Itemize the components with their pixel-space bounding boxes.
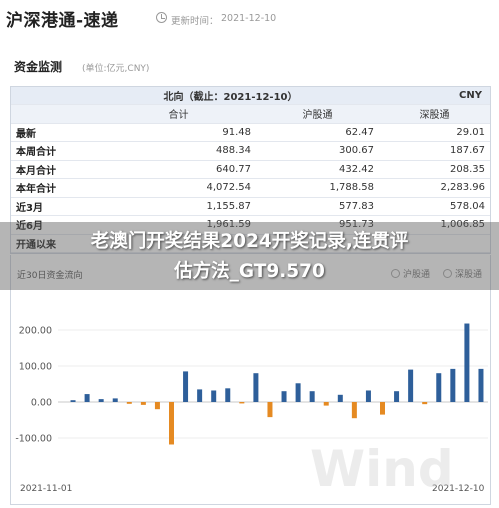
legend-sz[interactable]: 深股通 <box>443 267 482 280</box>
table-row: 本年合计 4,072.54 1,788.58 2,283.96 <box>11 179 490 198</box>
table-header-row: 合计 沪股通 深股通 <box>11 105 490 124</box>
bar <box>98 399 104 402</box>
bar <box>140 402 146 405</box>
update-date: 2021-12-10 <box>221 13 277 24</box>
cell-sz: 1,006.85 <box>440 219 485 231</box>
bar <box>295 383 301 402</box>
y-tick-label: 0.00 <box>31 398 52 409</box>
bar <box>225 388 231 402</box>
row-label: 本年合计 <box>16 184 56 196</box>
cell-sh: 300.67 <box>339 145 374 157</box>
bar <box>84 394 90 402</box>
cell-sh: 62.47 <box>345 126 374 138</box>
cell-total: 4,072.54 <box>206 182 251 194</box>
x-tick-label: 2021-12-10 <box>432 484 485 494</box>
cell-total: 1,155.87 <box>206 200 251 212</box>
bar <box>380 402 385 415</box>
y-tick-label: 200.00 <box>19 326 52 337</box>
fund-table: 北向（截止：2021-12-10） CNY 合计 沪股通 深股通 最新 91.4… <box>10 86 491 254</box>
table-row: 开通以来 <box>11 235 490 253</box>
bar <box>70 400 76 402</box>
bar <box>323 402 329 406</box>
cell-sh: 577.83 <box>339 200 374 212</box>
bar <box>365 390 371 402</box>
bar <box>478 368 484 402</box>
overlay-banner <box>0 222 499 290</box>
bar <box>450 368 456 402</box>
flow-bar-chart: 200.00 100.00 0.00 -100.00 2021-11-01 2021-12… <box>15 323 488 494</box>
bar <box>436 373 442 402</box>
unit-note: (单位:亿元,CNY) <box>82 64 150 74</box>
currency-label: CNY <box>459 90 482 101</box>
legend-sz-label: 深股通 <box>455 270 483 280</box>
column-header: 深股通 <box>419 110 450 122</box>
column-header: 合计 <box>168 110 189 122</box>
bar <box>126 402 132 404</box>
table-row: 本月合计 640.77 432.42 208.35 <box>11 161 490 179</box>
table-top-row: 北向（截止：2021-12-10） CNY <box>11 87 490 105</box>
cell-sz: 2,283.96 <box>440 182 485 194</box>
header: 沪深港通-速递 更新时间： 2021-12-10 <box>0 0 499 40</box>
bar <box>112 398 118 402</box>
chart-title: 近30日资金流向 <box>17 271 83 281</box>
cell-total: 488.34 <box>216 145 251 157</box>
table-row: 近3月 1,155.87 577.83 578.04 <box>11 198 490 216</box>
legend-radio-icon <box>391 269 400 278</box>
row-label: 本月合计 <box>16 165 56 177</box>
watermark-logo: Wind <box>310 440 454 498</box>
cell-sh: 432.42 <box>339 163 374 175</box>
x-tick-label: 2021-11-01 <box>20 484 72 494</box>
clock-icon <box>156 12 167 23</box>
bar <box>351 402 357 419</box>
legend-sh-label: 沪股通 <box>403 270 431 280</box>
cell-sh: 1,788.58 <box>329 182 374 194</box>
cell-sh: 951.73 <box>339 219 374 231</box>
table-row: 本周合计 488.34 300.67 187.67 <box>11 142 490 161</box>
legend-sh[interactable]: 沪股通 <box>391 267 430 280</box>
column-header: 沪股通 <box>302 110 333 122</box>
bar <box>394 391 400 402</box>
section-title: 资金监测 <box>14 60 63 74</box>
cell-sz: 578.04 <box>450 200 485 212</box>
bar <box>169 402 174 445</box>
cell-total: 91.48 <box>222 126 251 138</box>
table-row: 最新 91.48 62.47 29.01 <box>11 124 490 142</box>
table-row: 近6月 1,961.59 951.73 1,006.85 <box>11 216 490 235</box>
bar <box>154 402 160 410</box>
row-label: 本周合计 <box>16 147 56 159</box>
bar <box>422 402 428 405</box>
bar <box>211 390 217 402</box>
cell-sz: 187.67 <box>450 145 485 157</box>
y-tick-label: -100.00 <box>15 434 52 445</box>
update-label: 更新时间： <box>171 16 219 27</box>
cell-total: 1,961.59 <box>206 219 251 231</box>
table-top-label: 北向（截止：2021-12-10） <box>163 92 298 103</box>
overlay-line-1: 老澳门开奖结果2024开奖记录,连贯评 <box>90 231 409 252</box>
row-label: 近6月 <box>16 221 43 233</box>
bar <box>309 391 315 402</box>
bar <box>337 394 343 402</box>
cell-total: 640.77 <box>216 163 251 175</box>
bar <box>253 373 259 402</box>
legend-radio-icon <box>443 269 452 278</box>
y-tick-label: 100.00 <box>19 362 52 373</box>
overlay-line-2: 估方法_GT9.570 <box>174 261 325 282</box>
bar <box>408 369 414 402</box>
cell-sz: 208.35 <box>450 163 485 175</box>
cell-sz: 29.01 <box>456 126 485 138</box>
row-label: 最新 <box>16 128 36 140</box>
bar <box>239 402 245 404</box>
bar <box>464 323 470 402</box>
bar <box>267 402 273 418</box>
bar <box>197 389 203 402</box>
bar <box>281 391 287 402</box>
page-title: 沪深港通-速递 <box>6 11 119 31</box>
row-label: 开通以来 <box>16 239 56 251</box>
bar <box>183 371 189 402</box>
row-label: 近3月 <box>16 202 43 214</box>
